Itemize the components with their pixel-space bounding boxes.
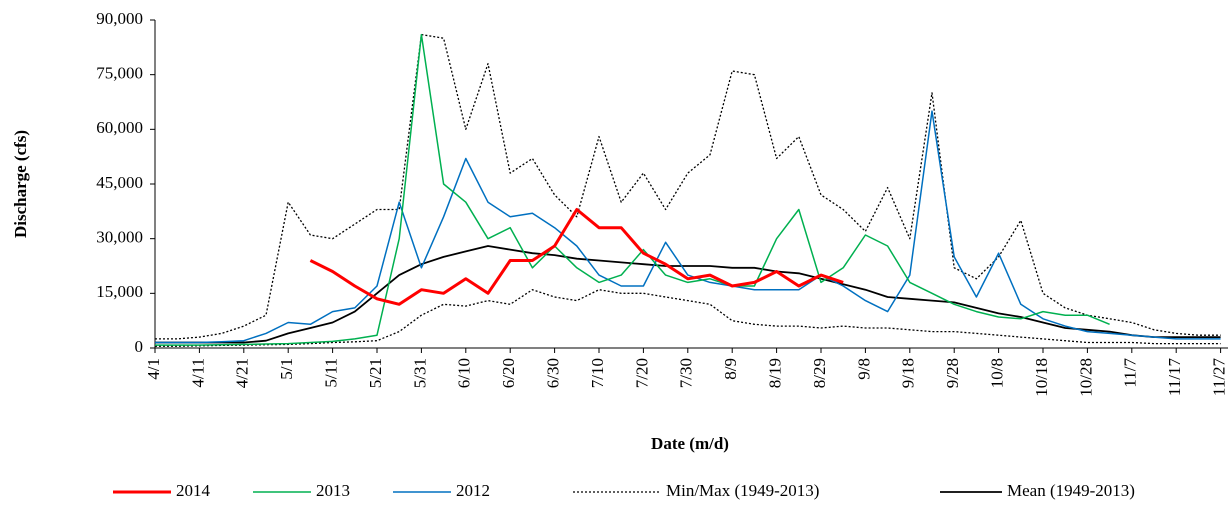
x-tick-label: 4/11 bbox=[188, 358, 207, 388]
x-tick-label: 6/20 bbox=[499, 358, 518, 388]
y-axis-label: Discharge (cfs) bbox=[11, 130, 30, 238]
x-tick-label: 10/8 bbox=[988, 358, 1007, 388]
legend-label: 2012 bbox=[456, 481, 490, 500]
x-tick-label: 10/18 bbox=[1032, 358, 1051, 397]
y-tick-label: 75,000 bbox=[96, 64, 143, 83]
x-tick-label: 6/30 bbox=[544, 358, 563, 388]
x-tick-label: 11/27 bbox=[1210, 358, 1229, 397]
series-line bbox=[155, 33, 1221, 340]
series-line bbox=[155, 245, 1221, 344]
x-tick-label: 4/1 bbox=[144, 358, 163, 380]
series-line bbox=[155, 33, 1110, 346]
x-axis-label: Date (m/d) bbox=[651, 434, 729, 453]
x-tick-label: 11/7 bbox=[1121, 358, 1140, 388]
legend-label: 2013 bbox=[316, 481, 350, 500]
y-tick-label: 45,000 bbox=[96, 173, 143, 192]
x-tick-label: 9/28 bbox=[943, 358, 962, 388]
x-tick-label: 8/19 bbox=[766, 358, 785, 388]
y-tick-label: 60,000 bbox=[96, 118, 143, 137]
y-tick-label: 15,000 bbox=[96, 282, 143, 301]
x-tick-label: 6/10 bbox=[455, 358, 474, 388]
x-tick-label: 5/1 bbox=[277, 358, 296, 380]
x-tick-label: 9/18 bbox=[899, 358, 918, 388]
series-line bbox=[155, 110, 1221, 344]
x-tick-label: 9/8 bbox=[854, 358, 873, 380]
x-tick-label: 8/29 bbox=[810, 358, 829, 388]
x-tick-label: 8/9 bbox=[721, 358, 740, 380]
x-tick-label: 5/31 bbox=[410, 358, 429, 388]
y-tick-label: 30,000 bbox=[96, 228, 143, 247]
y-tick-label: 90,000 bbox=[96, 9, 143, 28]
x-tick-label: 5/21 bbox=[366, 358, 385, 388]
series-line bbox=[309, 208, 844, 306]
y-tick-label: 0 bbox=[135, 337, 144, 356]
legend-label: Mean (1949-2013) bbox=[1007, 481, 1135, 500]
x-tick-label: 11/17 bbox=[1165, 358, 1184, 397]
x-tick-label: 7/10 bbox=[588, 358, 607, 388]
legend-label: 2014 bbox=[176, 481, 211, 500]
legend-label: Min/Max (1949-2013) bbox=[666, 481, 819, 500]
series-line-min bbox=[155, 289, 1221, 347]
x-tick-label: 4/21 bbox=[233, 358, 252, 388]
x-tick-label: 7/20 bbox=[632, 358, 651, 388]
x-tick-label: 5/11 bbox=[322, 358, 341, 388]
x-tick-label: 10/28 bbox=[1076, 358, 1095, 397]
x-tick-label: 7/30 bbox=[677, 358, 696, 388]
